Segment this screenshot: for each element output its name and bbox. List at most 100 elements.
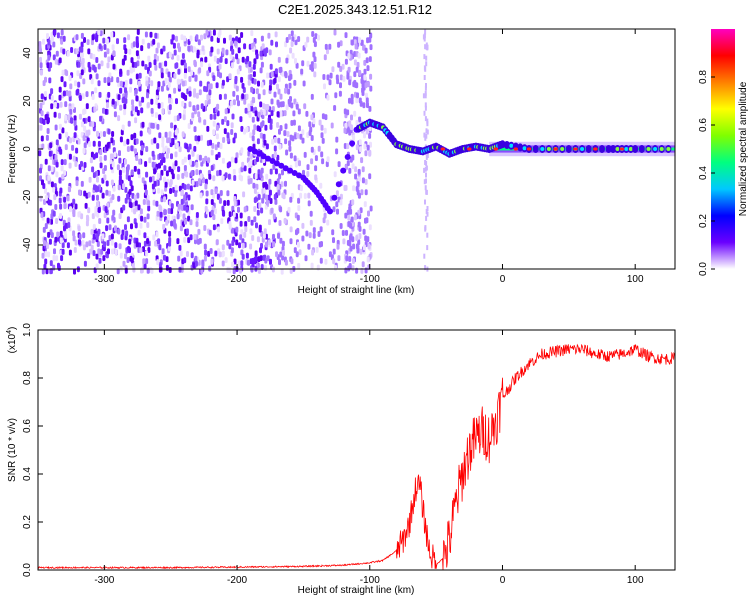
noise-cell [176, 238, 180, 245]
y-tick-label: -20 [22, 189, 33, 204]
noise-cell [178, 185, 182, 192]
noise-cell [74, 239, 78, 246]
trace-peak-red [553, 147, 558, 151]
noise-cell [133, 194, 137, 201]
noise-cell [39, 167, 42, 174]
noise-cell [107, 91, 111, 98]
noise-cell [111, 44, 115, 51]
noise-cell [126, 69, 130, 76]
y-tick-label: 0.8 [22, 371, 33, 385]
noise-cell [161, 141, 165, 148]
noise-cell [102, 107, 105, 114]
noise-cell [122, 167, 125, 173]
trace-peak [628, 147, 633, 151]
noise-cell [106, 102, 109, 109]
noise-cell [104, 108, 108, 115]
noise-cell [250, 219, 254, 226]
noise-cell [241, 161, 245, 168]
noise-cell [250, 266, 254, 273]
noise-cell [368, 224, 372, 231]
noise-cell [54, 124, 58, 131]
noise-cell [290, 41, 294, 47]
noise-cell [181, 159, 185, 165]
noise-cell [252, 63, 256, 70]
noise-cell [107, 128, 111, 135]
noise-cell [330, 122, 334, 129]
noise-cell [178, 266, 182, 273]
noise-cell [170, 168, 174, 175]
noise-cell [277, 56, 281, 63]
noise-cell [174, 129, 178, 136]
noise-cell [425, 160, 428, 166]
noise-cell [260, 230, 264, 237]
noise-cell [68, 162, 72, 169]
noise-cell [253, 78, 257, 85]
noise-cell [313, 62, 317, 69]
noise-cell [59, 101, 63, 108]
noise-cell [204, 178, 208, 185]
noise-cell [308, 130, 312, 136]
trace-cell [499, 140, 506, 149]
noise-cell [84, 202, 88, 209]
noise-cell [85, 241, 89, 248]
noise-cell [262, 254, 266, 261]
noise-cell [426, 206, 429, 211]
noise-cell [73, 132, 77, 139]
noise-cell [322, 217, 326, 224]
noise-cell [122, 183, 126, 190]
trace-cell [247, 146, 254, 152]
noise-cell [245, 93, 249, 100]
noise-cell [135, 36, 139, 43]
trace-cell [585, 145, 592, 153]
noise-cell [206, 125, 210, 132]
noise-cell [363, 143, 367, 150]
noise-cell [95, 253, 99, 260]
noise-cell [91, 121, 95, 128]
noise-cell [333, 29, 337, 36]
noise-cell [145, 75, 149, 82]
noise-cell [151, 122, 155, 129]
noise-cell [40, 93, 44, 100]
noise-cell [154, 240, 158, 247]
noise-cell [146, 222, 150, 228]
noise-cell [314, 165, 318, 172]
noise-cell [75, 180, 79, 187]
noise-cell [423, 110, 426, 116]
noise-cell [55, 218, 59, 224]
noise-cell [233, 258, 237, 265]
noise-cell [334, 264, 337, 271]
noise-cell [222, 137, 226, 143]
noise-cell [258, 226, 262, 233]
noise-cell [172, 219, 176, 225]
noise-cell [126, 138, 130, 145]
noise-cell [279, 251, 283, 258]
noise-cell [310, 93, 314, 100]
noise-cell [217, 32, 221, 39]
noise-cell [250, 43, 254, 49]
noise-cell [195, 161, 199, 168]
noise-cell [58, 112, 61, 119]
noise-cell [263, 228, 267, 235]
noise-cell [290, 258, 294, 265]
noise-cell [262, 109, 266, 116]
colorbar-tick-label: 0.4 [698, 166, 709, 180]
noise-cell [127, 34, 131, 41]
noise-cell [253, 197, 257, 204]
noise-cell [262, 89, 266, 96]
noise-cell [240, 147, 244, 154]
noise-cell [306, 36, 310, 43]
noise-cell [335, 190, 339, 197]
noise-cell [369, 85, 373, 92]
noise-cell [65, 131, 69, 138]
noise-cell [339, 223, 343, 229]
noise-cell [44, 158, 48, 165]
noise-cell [366, 65, 370, 72]
noise-cell [152, 199, 156, 206]
noise-cell [174, 62, 178, 69]
noise-cell [317, 34, 320, 41]
noise-cell [362, 44, 366, 51]
noise-cell [40, 110, 44, 117]
noise-cell [193, 126, 197, 133]
noise-cell [135, 155, 139, 161]
